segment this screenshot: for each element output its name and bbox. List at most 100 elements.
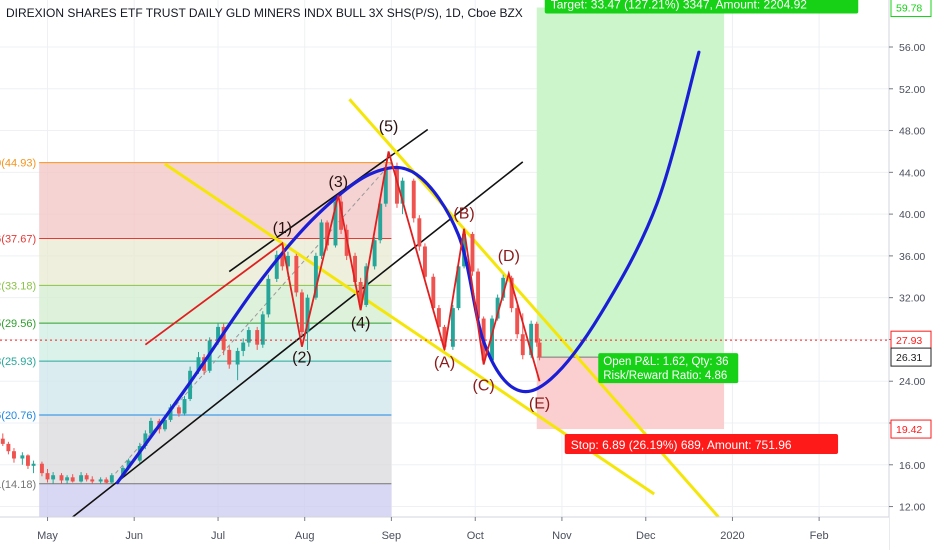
fib-level-label: 0.618(25.93) [0,356,36,368]
candle-body [266,278,271,315]
candle-body [372,240,377,267]
projection-curve-path [115,50,701,485]
price-tick-label: 40.00 [899,209,925,221]
candle-body [294,255,299,293]
projection-curve[interactable] [115,50,701,485]
price-tick-label: 56.00 [899,42,925,54]
fib-level-label: 0.382(33.18) [0,280,36,292]
candle-body [285,255,290,267]
stop-label-bg [564,434,839,455]
wave-label: (A) [434,355,455,372]
candle-body [358,282,363,305]
candle-body [70,477,75,482]
price-tick-label: 32.00 [899,293,925,305]
channel-line [228,128,429,273]
candle-body [280,254,285,267]
wave-label: (1) [273,220,293,237]
price-tick-label: 36.00 [899,251,925,263]
candle-body [339,201,344,230]
candle-body [104,479,109,483]
fib-band [39,285,392,324]
fib-level-label: 0.786(20.76) [0,410,36,422]
wave-path [144,151,541,382]
candle-body [149,420,153,434]
candle-body [274,254,279,279]
candle-body [395,167,399,204]
pnl-label: Open P&L: 1.62, Qty: 36 [603,356,728,368]
candle-body [490,318,494,361]
candle-body [51,475,56,480]
price-tick-label: 16.00 [899,460,925,472]
candle-body [450,308,455,347]
time-tick-label: Sep [382,530,402,542]
fib-level-label: 0(44.93) [0,158,36,170]
candle-body [168,407,173,420]
candle-body [442,326,447,347]
elliott-waves[interactable]: (1) (2) (3) (4) (5) (A) (B) (C) (D) (E) [144,119,550,413]
candle-body [515,308,520,335]
price-marker-bg [890,419,932,439]
wave-label: (B) [453,205,474,222]
time-tick-label: Jul [211,530,225,542]
wave-label: (D) [498,248,520,265]
candle-body [319,222,324,256]
candle-body [6,443,11,452]
position-labels: Target: 33.47 (127.21%) 3347, Amount: 22… [544,0,859,455]
stop-label: Stop: 6.89 (26.19%) 689, Amount: 751.96 [571,438,792,452]
candle-body [31,463,36,466]
candle-body [353,255,357,282]
wave-label: (E) [529,395,550,412]
price-marker: 59.78 [896,3,922,15]
candle-body [196,357,201,371]
candle-body [84,475,89,480]
price-marker-bg [890,347,932,367]
candle-body [422,246,427,277]
candle-body [216,326,221,341]
candle-body [333,201,338,246]
candle-body [20,455,25,459]
candle-body [121,467,125,476]
price-tick-label: 44.00 [899,167,925,179]
candle-body [221,326,226,350]
time-tick-label: Jun [125,530,143,542]
price-tick-label: 52.00 [899,84,925,96]
candle-body [246,330,251,343]
candle-body [313,255,318,298]
candle-body [126,460,131,468]
price-marker-bg [890,0,932,18]
time-tick-label: May [37,530,58,542]
candle-body [417,218,422,247]
risk-reward-label: Risk/Reward Ratio: 4.86 [603,370,727,382]
candle-body [520,334,525,356]
fib-level-label: 1(14.18) [0,479,36,491]
wave-label: (2) [292,349,312,366]
price-marker: 26.31 [896,352,922,364]
candle-body [143,433,148,446]
candle-body [235,350,240,365]
candle-body [476,271,481,319]
candle-body [0,438,5,444]
target-zone [536,7,725,358]
candle-body [534,323,539,343]
candle-body [325,222,330,246]
price-tick-label: 12.00 [899,502,925,514]
candle-body [537,342,542,358]
time-tick-label: Feb [810,530,829,542]
candle-body [501,277,506,298]
candle-body [436,308,441,327]
candle-body [176,407,181,414]
candle-body [299,292,304,333]
target-label-bg [544,0,859,14]
fib-band [39,323,392,362]
candle-body [400,180,405,204]
candle-body [227,349,232,365]
fibonacci-retracement[interactable]: 0(44.93) 0.236(37.67) 0.382(33.18) 0.5(29.5… [0,158,392,517]
time-axis-bg [0,517,889,550]
candle-body [470,233,475,272]
candle-body [255,330,260,345]
time-tick-label: 2020 [720,530,744,542]
candle-body [529,323,534,356]
candle-body [65,477,70,481]
